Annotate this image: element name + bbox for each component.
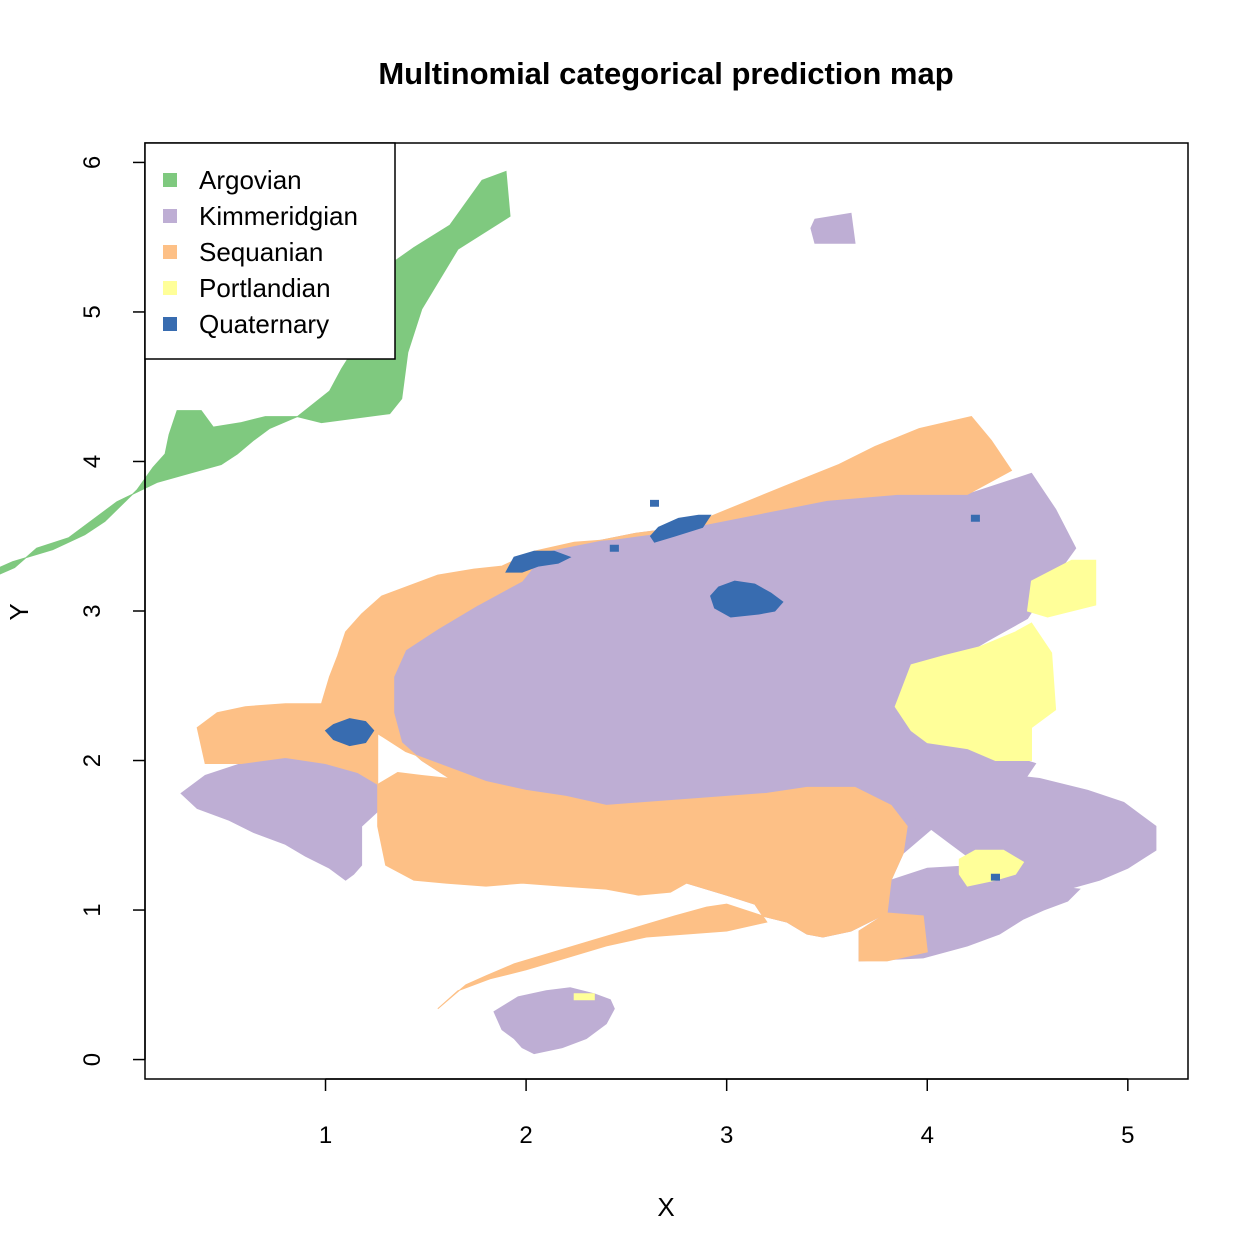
region-sequanian-4 — [858, 912, 928, 962]
region-kimmeridgian-1 — [810, 212, 856, 244]
legend-swatch-kimmeridgian — [163, 209, 177, 223]
legend-label-argovian: Argovian — [199, 165, 302, 195]
region-kimmeridgian-5 — [493, 987, 615, 1055]
legend-swatch-quaternary — [163, 317, 177, 331]
x-axis-label: X — [657, 1192, 674, 1222]
y-tick-label: 5 — [79, 305, 106, 318]
y-axis: 0 1 2 3 4 5 6 — [79, 156, 146, 1066]
y-axis-label: Y — [4, 603, 34, 620]
region-portlandian-2 — [894, 622, 1057, 761]
legend-swatch-argovian — [163, 173, 177, 187]
y-tick-label: 2 — [79, 754, 106, 767]
y-tick-label: 1 — [79, 903, 106, 916]
legend-label-kimmeridgian: Kimmeridgian — [199, 201, 358, 231]
y-tick-label: 4 — [79, 455, 106, 468]
region-quaternary-7 — [970, 514, 980, 522]
legend-label-sequanian: Sequanian — [199, 237, 323, 267]
region-sequanian-2 — [377, 771, 688, 896]
chart-title: Multinomial categorical prediction map — [378, 56, 953, 91]
region-quaternary-1 — [710, 580, 784, 618]
region-quaternary-5 — [650, 499, 659, 507]
x-tick-label: 2 — [519, 1122, 532, 1149]
legend-box — [144, 142, 396, 360]
x-axis: 1 2 3 4 5 — [319, 1078, 1135, 1149]
y-tick-label: 0 — [79, 1053, 106, 1066]
region-quaternary-3 — [505, 550, 572, 573]
region-quaternary-8 — [990, 873, 1000, 881]
region-sequanian-3 — [437, 903, 768, 1010]
region-quaternary-4 — [649, 514, 712, 543]
region-quaternary-2 — [324, 718, 375, 747]
region-portlandian-4 — [573, 993, 595, 1001]
x-tick-label: 4 — [921, 1122, 934, 1149]
y-tick-label: 3 — [79, 604, 106, 617]
region-kimmeridgian-6 — [180, 756, 379, 881]
x-tick-label: 5 — [1121, 1122, 1134, 1149]
y-tick-label: 6 — [79, 156, 106, 169]
legend-swatch-sequanian — [163, 245, 177, 259]
legend-swatch-portlandian — [163, 281, 177, 295]
x-tick-label: 3 — [720, 1122, 733, 1149]
region-quaternary-6 — [609, 544, 619, 552]
x-tick-label: 1 — [319, 1122, 332, 1149]
legend-label-quaternary: Quaternary — [199, 309, 329, 339]
region-portlandian-1 — [1026, 559, 1097, 618]
legend-label-portlandian: Portlandian — [199, 273, 331, 303]
legend: Argovian Kimmeridgian Sequanian Portlandian… — [144, 142, 396, 360]
region-kimmeridgian-3 — [896, 771, 1157, 890]
region-portlandian-3 — [958, 849, 1025, 887]
map-regions — [0, 170, 1157, 1055]
